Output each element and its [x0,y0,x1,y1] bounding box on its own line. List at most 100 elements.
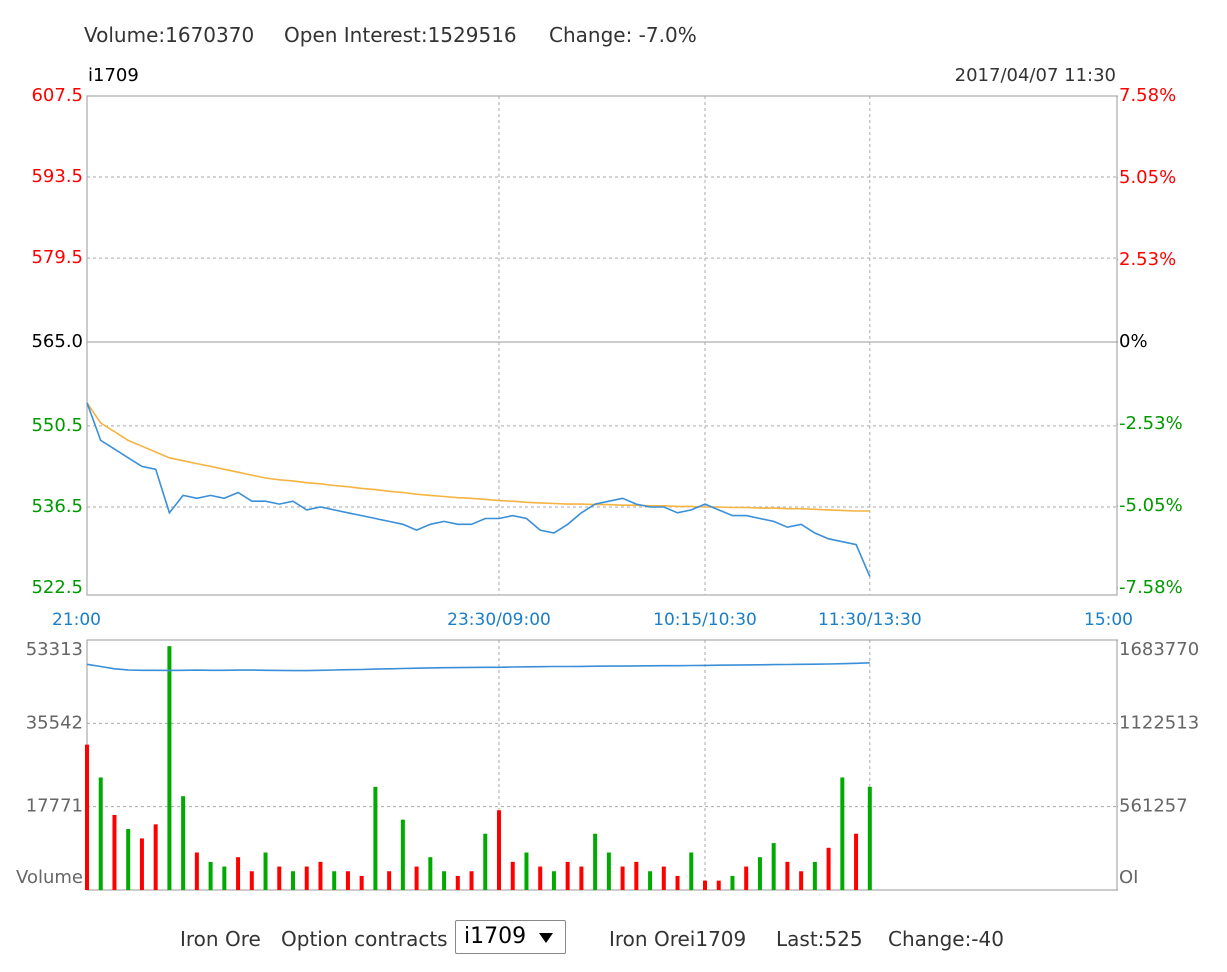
volume-bar [332,871,337,890]
volume-bar [483,833,488,890]
y2-tick-label: 0% [1119,331,1148,352]
y-tick-label: 579.5 [31,247,83,268]
y-tick-label: 550.5 [31,415,83,436]
volume-bar [277,866,282,890]
volume-bar [799,871,804,890]
volume-bar [620,866,625,890]
volume-bar [675,875,680,890]
y2-tick-label: -2.53% [1119,413,1183,434]
volume-bar [85,744,89,890]
plot-frame [86,95,1118,596]
volume-bar [359,875,364,890]
y2-tick-label: 1683770 [1119,639,1199,660]
volume-bar [524,852,529,890]
y2-tick-label: 5.05% [1119,167,1176,188]
y-tick-label: 53313 [26,639,83,660]
chart-title: i1709 [88,65,139,86]
volume-bar [304,866,309,890]
footer-name: Iron Orei1709 [609,927,747,951]
volume-bar [771,843,776,890]
volume-bar [387,871,392,890]
oi-line [86,662,870,672]
volume-bar [194,852,199,890]
volume-bar [689,852,694,890]
volume-bar [730,875,735,890]
volume-bar [455,875,460,890]
volume-bar [112,814,117,890]
x-tick-label: 11:30/13:30 [818,610,922,630]
footer-last: Last:525 [776,927,863,951]
volume-bar [648,871,653,890]
chart: i1709 2017/04/07 11:30 522.5 536.5 550.5 56… [16,65,1199,891]
volume-bar [126,829,131,890]
volume-bar [318,861,323,890]
x-tick-label: 21:00 [52,610,101,630]
volume-bar [854,833,859,890]
volume-bar [469,871,474,890]
volume-bar [661,866,666,890]
y-tick-label: 565.0 [31,331,83,352]
volume-bar [249,871,254,890]
volume-bar [373,786,378,890]
volume-bar [785,861,790,890]
volume-bar [263,852,268,890]
volume-bar [867,786,872,890]
y2-tick-label: -7.58% [1119,577,1183,598]
y-tick-label: 522.5 [31,577,83,598]
x-tick-label: 23:30/09:00 [447,610,551,630]
footer-label: Option contracts [281,927,448,951]
x-tick-label: 10:15/10:30 [653,610,757,630]
price-line [86,402,870,512]
volume-bar [98,777,103,890]
volume-bar [181,796,186,890]
y2-tick-label: 2.53% [1119,249,1176,270]
volume-bar [497,810,501,890]
y2-tick-label: 7.58% [1119,85,1176,106]
volume-bar [757,857,762,890]
select-arrow[interactable] [539,933,553,943]
volume-bar [593,833,598,890]
volume-bar [167,646,172,890]
volume-bar [400,819,405,890]
contract-select[interactable]: i1709 [455,920,566,954]
y-tick-label: 17771 [26,796,83,817]
volume-bar [744,866,749,890]
y-tick-label: 607.5 [31,85,83,106]
volume-bar [716,880,721,890]
footer-product: Iron Ore [180,927,261,951]
volume-bar [153,824,158,890]
volume-bar [538,866,543,890]
contract-select-value[interactable]: i1709 [464,924,527,949]
y2-tick-label: 561257 [1119,796,1188,817]
volume-bar [236,857,241,890]
volume-bar [606,852,611,890]
volume-frame [86,639,1118,891]
volume-bar [291,871,295,890]
chart-timestamp: 2017/04/07 11:30 [955,65,1116,86]
volume-bar [414,866,419,890]
header-open-interest: Open Interest:1529516 [284,23,517,47]
volume-bar [812,861,817,890]
volume-bar [565,861,570,890]
volume-bar [139,838,144,890]
y-tick-label: 536.5 [31,496,83,517]
volume-bar [634,861,639,890]
x-tick-label: 15:00 [1084,610,1133,630]
volume-bar [345,871,350,890]
volume-bar [208,861,213,890]
volume-bar [551,871,556,890]
header-volume: Volume:1670370 [84,23,255,47]
volume-bar [222,866,227,890]
y2-tick-label: -5.05% [1119,495,1183,516]
volume-bar [826,847,831,890]
volume-bar [510,861,515,890]
y-tick-label: 35542 [26,712,83,733]
y2-tick-label: 1122513 [1119,712,1199,733]
volume-bar [428,857,433,890]
y-tick-label: 593.5 [31,166,83,187]
price-line [86,402,871,577]
volume-bar [442,871,447,890]
y2-tick-label: OI [1119,867,1138,888]
header-change: Change: -7.0% [549,23,697,47]
